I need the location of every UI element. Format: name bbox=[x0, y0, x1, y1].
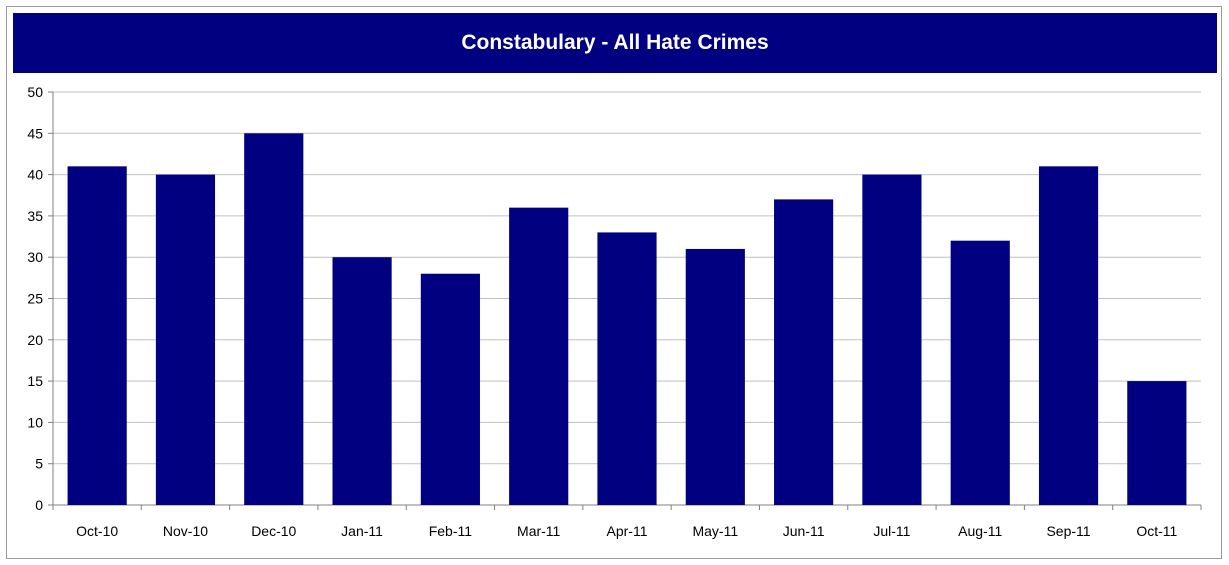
y-tick-label: 40 bbox=[27, 167, 43, 183]
y-tick-labels: 0 5 10 15 20 25 30 35 40 45 50 bbox=[27, 84, 43, 513]
y-tick-label: 50 bbox=[27, 84, 43, 100]
x-tick-label: Oct-10 bbox=[76, 523, 118, 539]
bar-sep-11 bbox=[1038, 166, 1099, 505]
chart-title-bar: Constabulary - All Hate Crimes bbox=[13, 13, 1217, 73]
bars bbox=[67, 133, 1187, 506]
bar-feb-11 bbox=[420, 273, 480, 505]
x-tick-label: Nov-10 bbox=[163, 523, 208, 539]
x-tick-label: Jan-11 bbox=[341, 523, 383, 539]
chart-title: Constabulary - All Hate Crimes bbox=[461, 31, 769, 54]
x-tick-labels: Oct-10 Nov-10 Dec-10 Jan-11 Feb-11 Mar-11 Apr-… bbox=[76, 523, 1177, 539]
y-tick-label: 10 bbox=[27, 414, 43, 430]
bar-may-11 bbox=[685, 248, 745, 505]
x-tick-label: May-11 bbox=[692, 523, 738, 539]
x-tick-label: Mar-11 bbox=[517, 523, 561, 539]
bar-oct-11 bbox=[1127, 381, 1187, 505]
x-tick-label: Sep-11 bbox=[1046, 523, 1090, 539]
y-tick-label: 45 bbox=[27, 125, 43, 141]
y-tick-label: 20 bbox=[27, 332, 43, 348]
bar-nov-10 bbox=[155, 174, 216, 505]
y-tick-label: 15 bbox=[27, 373, 43, 389]
bar-oct-10 bbox=[67, 166, 127, 505]
x-tick-label: Oct-11 bbox=[1136, 523, 1177, 539]
x-tick-label: Dec-10 bbox=[251, 523, 296, 539]
bar-jan-11 bbox=[332, 257, 392, 505]
bar-mar-11 bbox=[509, 207, 569, 505]
x-tick-label: Apr-11 bbox=[607, 523, 648, 539]
x-tick-label: Feb-11 bbox=[429, 523, 473, 539]
y-tick-label: 35 bbox=[27, 208, 43, 224]
x-tick-label: Jul-11 bbox=[873, 523, 910, 539]
y-tick-label: 5 bbox=[35, 456, 43, 472]
x-tick-label: Aug-11 bbox=[958, 523, 1002, 539]
bar-aug-11 bbox=[950, 240, 1010, 505]
bar-apr-11 bbox=[597, 232, 657, 506]
bar-dec-10 bbox=[244, 133, 304, 506]
bar-jul-11 bbox=[862, 174, 922, 505]
x-tick-label: Jun-11 bbox=[783, 523, 825, 539]
bar-jun-11 bbox=[774, 199, 834, 505]
y-tick-label: 25 bbox=[27, 291, 43, 307]
y-tick-label: 30 bbox=[27, 249, 43, 265]
y-tick-label: 0 bbox=[35, 497, 43, 513]
